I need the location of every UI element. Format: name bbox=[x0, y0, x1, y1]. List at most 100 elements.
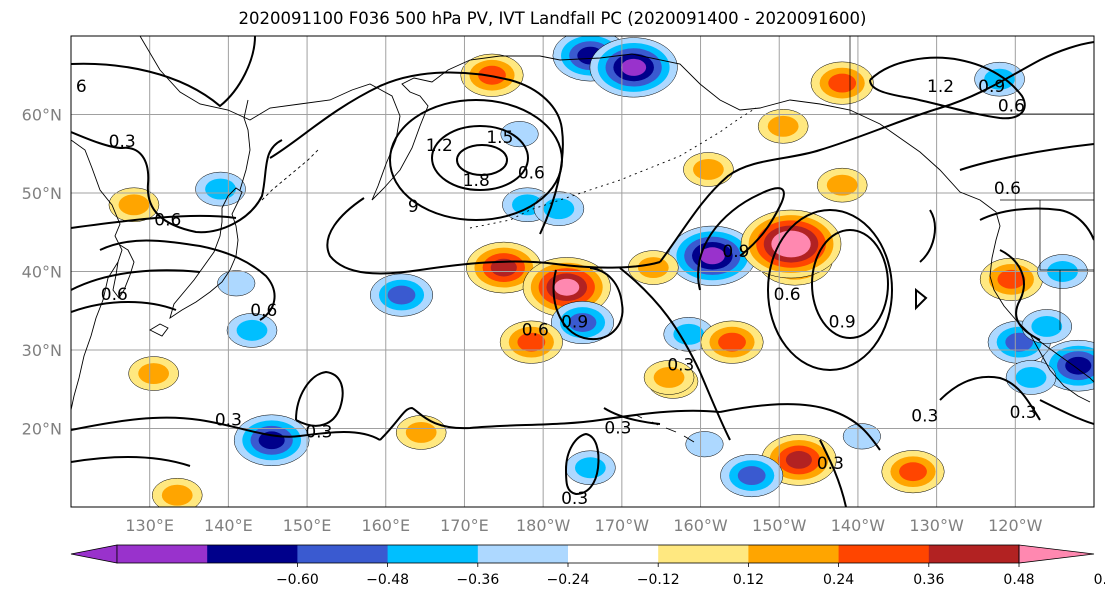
contour-label: 0.6 bbox=[154, 210, 181, 230]
contour-label: 0.9 bbox=[829, 313, 856, 333]
colorbar-segment bbox=[568, 545, 659, 563]
contour-label: 0.3 bbox=[305, 422, 332, 442]
pc-anomaly-blob bbox=[1005, 360, 1057, 395]
colorbar-extend-max bbox=[1018, 544, 1095, 564]
pc-anomaly-blob bbox=[551, 301, 614, 345]
pc-anomaly-blob bbox=[565, 450, 616, 485]
lon-tick-label: 160°W bbox=[673, 516, 728, 535]
pc-anomaly-blob bbox=[740, 209, 842, 279]
pc-anomaly-blob bbox=[217, 270, 256, 297]
colorbar-tick-label: 0.12 bbox=[733, 572, 764, 588]
pc-anomaly-blob bbox=[533, 191, 585, 226]
pc-anomaly-blob bbox=[720, 454, 784, 498]
lat-tick-label: 60°N bbox=[22, 106, 62, 125]
contour-label: 1.5 bbox=[486, 128, 513, 148]
pc-anomaly-blob bbox=[1021, 309, 1073, 344]
colorbar-tick-label: 0.24 bbox=[823, 572, 854, 588]
contour-label: 0.6 bbox=[518, 163, 545, 183]
colorbar-segment bbox=[658, 545, 749, 563]
lat-tick-label: 20°N bbox=[22, 420, 62, 439]
pc-anomaly-blob bbox=[128, 356, 179, 391]
map-frame bbox=[70, 35, 1095, 508]
colorbar-tick-label: 0.36 bbox=[913, 572, 944, 588]
pc-anomaly-blob bbox=[810, 61, 874, 105]
pc-anomaly-blob bbox=[979, 257, 1043, 301]
pc-anomaly-blob bbox=[151, 477, 203, 507]
contour-label: 0.6 bbox=[101, 285, 128, 305]
colorbar-segment bbox=[477, 545, 569, 563]
contour-label: 1.8 bbox=[463, 171, 490, 191]
pc-anomaly-blob bbox=[370, 273, 434, 317]
lat-tick-label: 30°N bbox=[22, 341, 62, 360]
contour-label: 0.6 bbox=[250, 301, 277, 321]
contour-label: 0.3 bbox=[667, 356, 694, 376]
colorbar-segment bbox=[387, 545, 479, 563]
contour-label: 1.2 bbox=[927, 77, 954, 97]
colorbar: −0.60 −0.48 −0.36 −0.24 −0.12 0.12 0.24 0.36 0.4… bbox=[70, 544, 1105, 588]
pc-anomaly-blob bbox=[466, 241, 542, 294]
colorbar-tick-label: 0.48 bbox=[1003, 572, 1034, 588]
pc-anomaly-blob bbox=[589, 37, 678, 98]
contour-label: 0.3 bbox=[1010, 403, 1037, 423]
lon-tick-label: 130°E bbox=[125, 516, 174, 535]
contour-label: 0.9 bbox=[722, 242, 749, 262]
pv-contours bbox=[71, 36, 1094, 507]
contour-label: 0.3 bbox=[817, 454, 844, 474]
contour-label: 0.9 bbox=[561, 313, 588, 333]
colorbar-extend-min bbox=[70, 544, 118, 564]
colorbar-segment bbox=[297, 545, 389, 563]
contour-label: 0.3 bbox=[215, 411, 242, 431]
pc-anomaly-blob bbox=[685, 431, 724, 458]
axis-tick-labels: 130°E 140°E 150°E 160°E 170°E 180°W 170°W 160°W… bbox=[22, 106, 1043, 536]
colorbar-tick-label: −0.36 bbox=[456, 572, 499, 588]
pc-anomaly-blob bbox=[500, 121, 539, 148]
colorbar-segment bbox=[207, 545, 298, 563]
contour-label: 0.3 bbox=[561, 489, 588, 509]
lon-tick-label: 170°E bbox=[440, 516, 489, 535]
pc-anomaly-blob bbox=[643, 360, 695, 395]
pc-anomaly-blob bbox=[683, 152, 734, 187]
lon-tick-label: 180°W bbox=[516, 516, 571, 535]
contour-label: 9 bbox=[408, 197, 419, 217]
pc-anomaly-blob bbox=[233, 414, 310, 467]
colorbar-tick-label: −0.48 bbox=[366, 572, 409, 588]
pc-anomaly-blob bbox=[395, 415, 447, 450]
lon-tick-label: 150°E bbox=[283, 516, 332, 535]
contour-label: 0.6 bbox=[994, 179, 1021, 199]
lon-tick-label: 150°W bbox=[752, 516, 807, 535]
pc-anomaly-blob bbox=[108, 187, 160, 223]
contour-label: 0.6 bbox=[522, 320, 549, 340]
pc-anomaly-blob bbox=[757, 109, 809, 144]
lat-tick-label: 40°N bbox=[22, 263, 62, 282]
contour-label: 0.6 bbox=[998, 97, 1025, 117]
colorbar-segment bbox=[838, 545, 930, 563]
contour-label: 0.6 bbox=[774, 285, 801, 305]
pc-anomaly-blob bbox=[628, 250, 679, 285]
colorbar-segment bbox=[117, 545, 208, 563]
colorbar-segment bbox=[928, 545, 1020, 563]
lat-tick-label: 50°N bbox=[22, 184, 62, 203]
figure-title: 2020091100 F036 500 hPa PV, IVT Landfall… bbox=[238, 9, 867, 28]
contour-label: 0.3 bbox=[604, 419, 631, 439]
pc-anomaly-blob bbox=[700, 320, 764, 364]
colorbar-tick-label: 0.60 bbox=[1094, 572, 1105, 588]
pc-anomaly-blob bbox=[974, 61, 1025, 97]
pc-anomaly-blob bbox=[881, 450, 945, 494]
contour-label: 0.3 bbox=[109, 132, 136, 152]
contour-label: 1.2 bbox=[426, 136, 453, 156]
colorbar-tick-label: −0.12 bbox=[637, 572, 680, 588]
lon-tick-label: 130°W bbox=[909, 516, 964, 535]
lon-tick-label: 140°E bbox=[204, 516, 253, 535]
colorbar-segment bbox=[748, 545, 840, 563]
lon-tick-label: 160°E bbox=[361, 516, 410, 535]
contour-label: 0.9 bbox=[978, 77, 1005, 97]
colorbar-tick-label: −0.60 bbox=[276, 572, 319, 588]
pc-anomaly-blob bbox=[842, 423, 881, 450]
lon-tick-label: 120°W bbox=[988, 516, 1043, 535]
pc-anomaly-blob bbox=[816, 167, 868, 203]
contour-label: 6 bbox=[76, 77, 87, 97]
lon-tick-label: 140°W bbox=[831, 516, 886, 535]
pc-anomaly-blob bbox=[226, 313, 278, 348]
contour-labels: 60.30.60.60.61.21.890.61.50.90.60.90.6 0.… bbox=[76, 77, 1037, 509]
